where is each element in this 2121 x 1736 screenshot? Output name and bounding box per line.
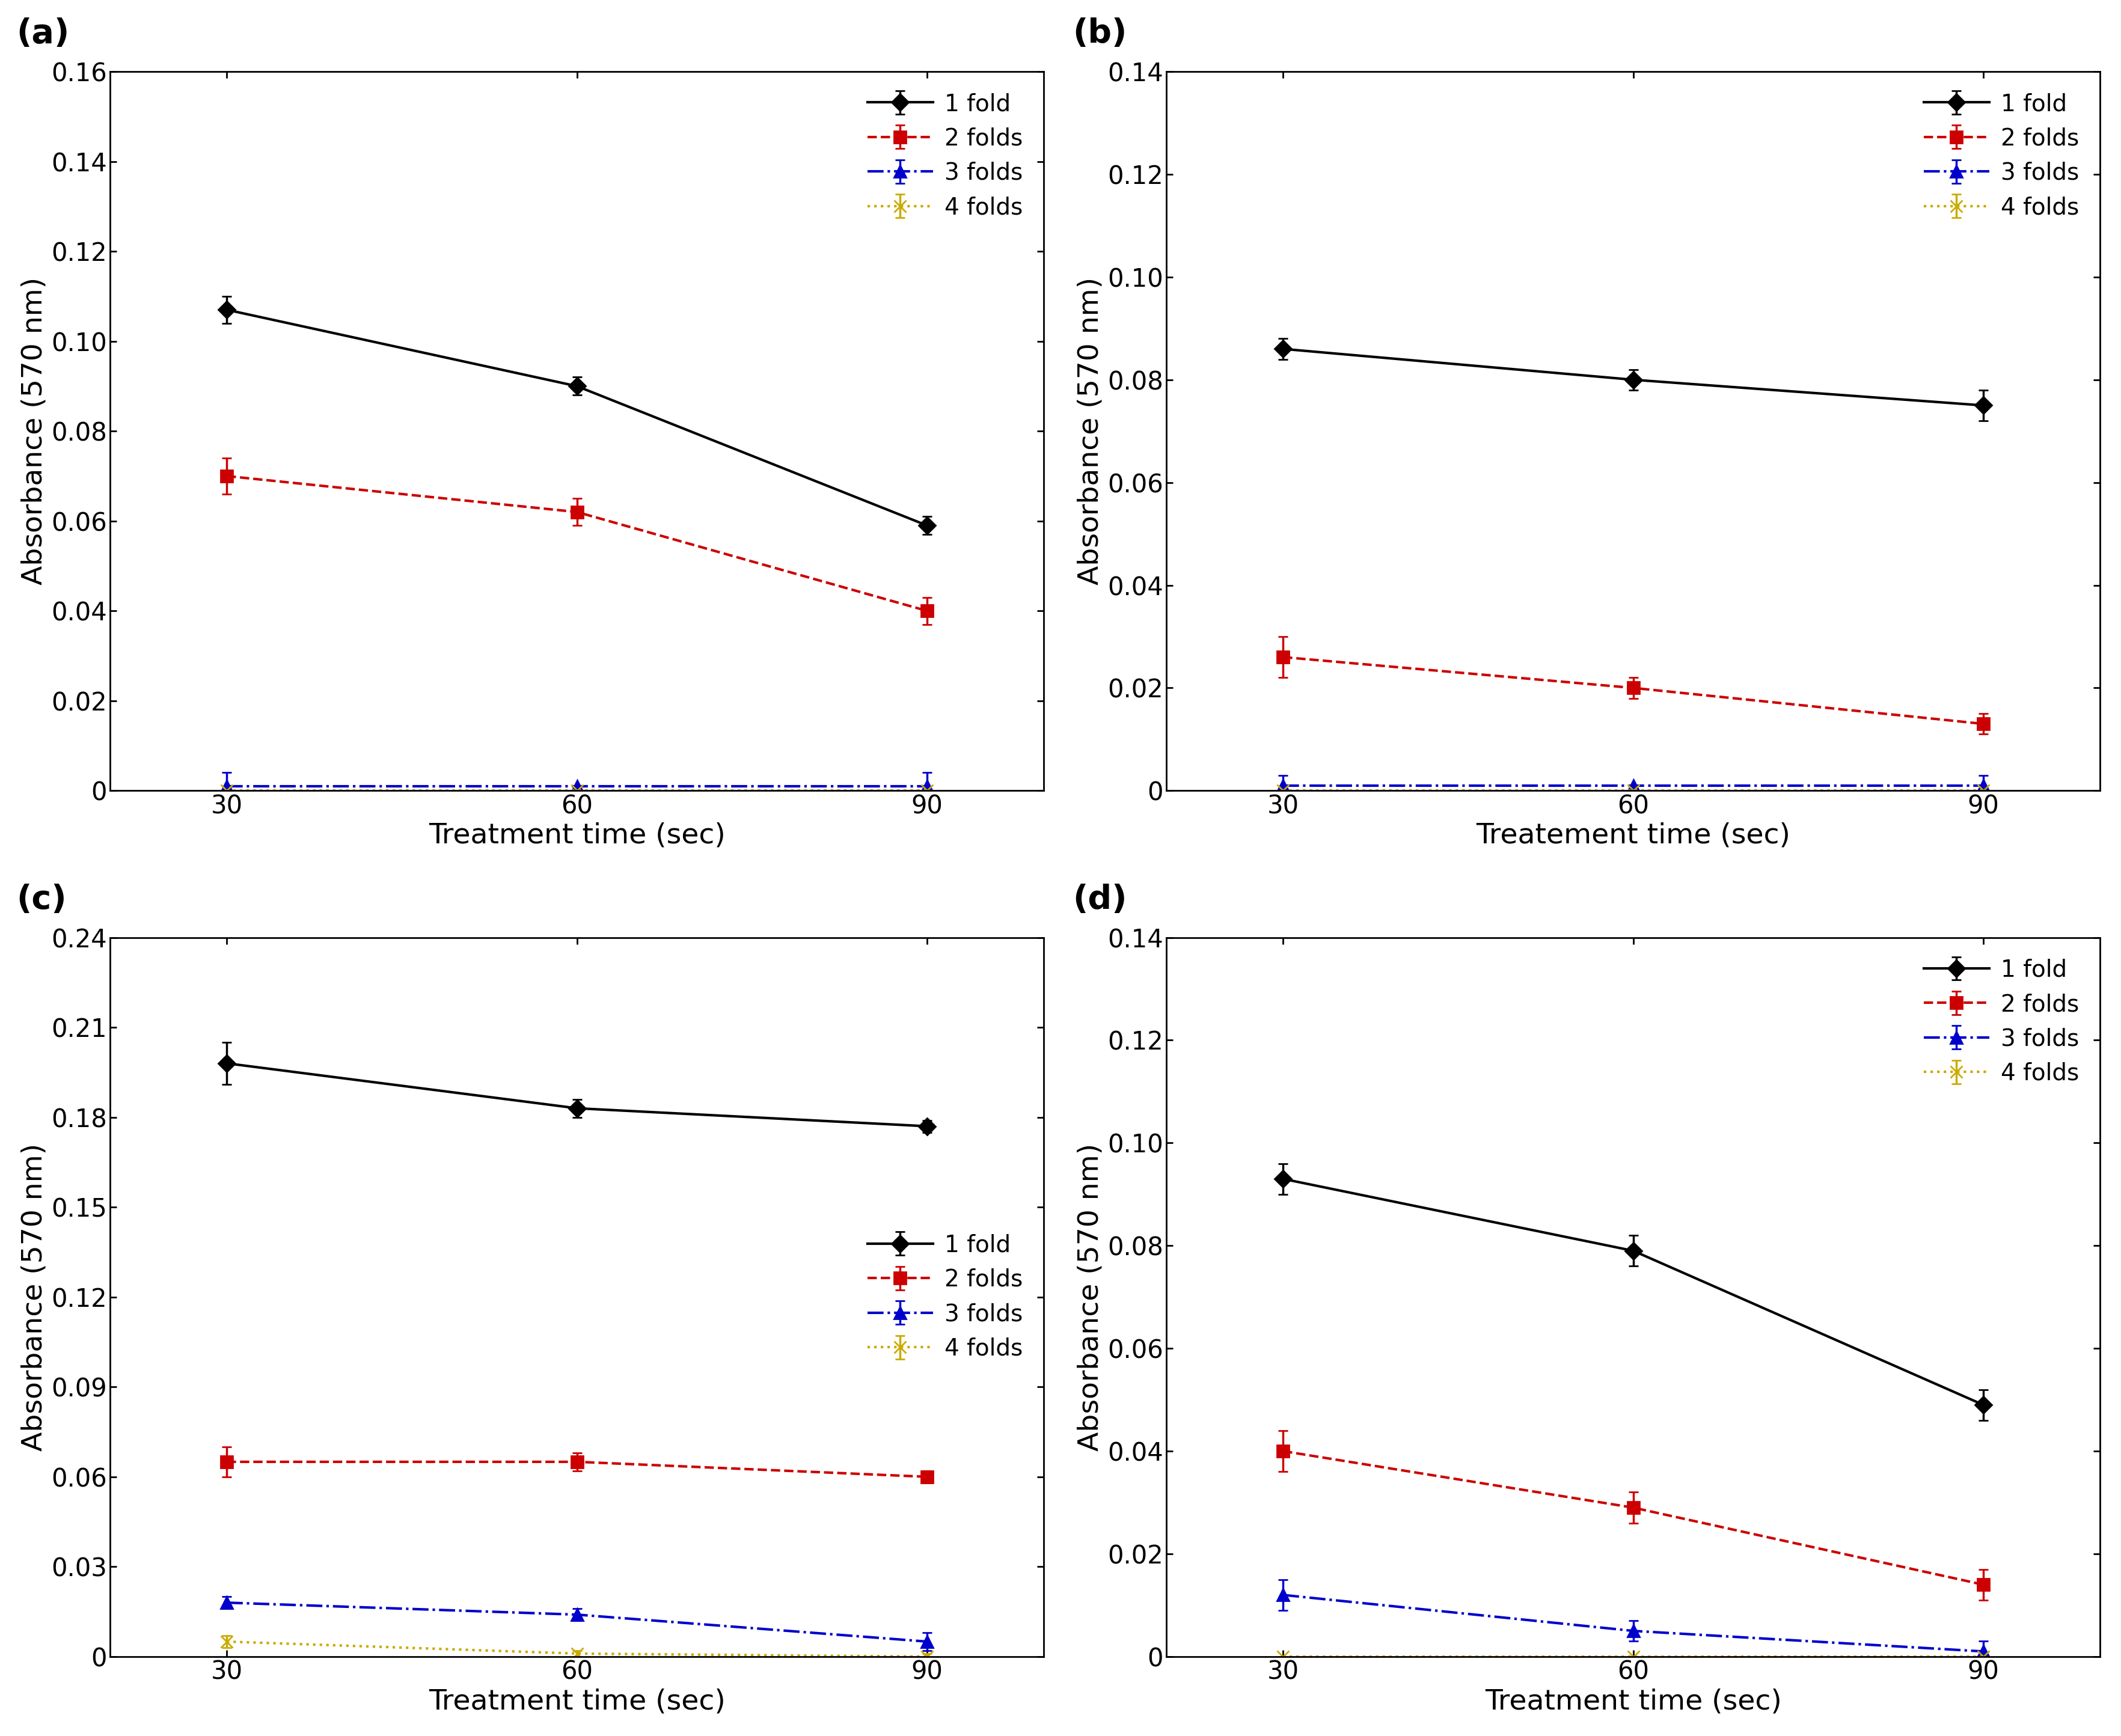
X-axis label: Treatment time (sec): Treatment time (sec): [1485, 1687, 1782, 1715]
X-axis label: Treatment time (sec): Treatment time (sec): [428, 1687, 725, 1715]
Text: (c): (c): [17, 884, 68, 917]
Legend: 1 fold, 2 folds, 3 folds, 4 folds: 1 fold, 2 folds, 3 folds, 4 folds: [859, 1224, 1033, 1370]
X-axis label: Treatement time (sec): Treatement time (sec): [1476, 823, 1790, 849]
Legend: 1 fold, 2 folds, 3 folds, 4 folds: 1 fold, 2 folds, 3 folds, 4 folds: [859, 83, 1033, 229]
Text: (b): (b): [1073, 17, 1126, 50]
Y-axis label: Absorbance (570 nm): Absorbance (570 nm): [1077, 278, 1105, 585]
Y-axis label: Absorbance (570 nm): Absorbance (570 nm): [21, 1142, 49, 1451]
Y-axis label: Absorbance (570 nm): Absorbance (570 nm): [21, 278, 49, 585]
Legend: 1 fold, 2 folds, 3 folds, 4 folds: 1 fold, 2 folds, 3 folds, 4 folds: [1915, 83, 2089, 229]
Legend: 1 fold, 2 folds, 3 folds, 4 folds: 1 fold, 2 folds, 3 folds, 4 folds: [1915, 950, 2089, 1094]
Y-axis label: Absorbance (570 nm): Absorbance (570 nm): [1077, 1142, 1105, 1451]
Text: (a): (a): [17, 17, 70, 50]
Text: (d): (d): [1073, 884, 1128, 917]
X-axis label: Treatment time (sec): Treatment time (sec): [428, 823, 725, 849]
